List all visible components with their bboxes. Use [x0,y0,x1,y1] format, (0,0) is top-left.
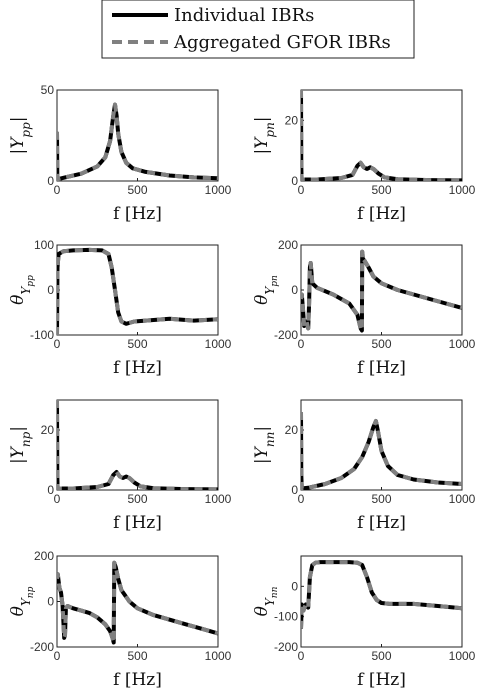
x-tick-label: 0 [54,649,61,663]
plot-frame [56,399,219,491]
y-tick-label: -200 [274,640,298,654]
x-tick-label: 0 [298,183,305,197]
y-tick-label: 0 [291,174,298,188]
y-tick-label: 0 [291,579,298,593]
y-tick-label: 0 [47,174,54,188]
series-aggregated-gfor-ibrs [301,560,462,629]
y-tick-label: -200 [30,640,54,654]
x-tick-label: 1000 [449,337,476,351]
x-axis-label: f [Hz] [357,513,406,533]
x-axis-label: f [Hz] [113,358,162,378]
series-aggregated-gfor-ibrs [57,400,218,490]
y-tick-label: 50 [41,83,55,97]
x-tick-label: 500 [371,492,391,506]
y-axis-label: θYnp [8,586,36,616]
x-axis-label: f [Hz] [113,204,162,224]
subplot-5: 0 500 1000 0 20 f [Hz] |Ynp| [8,399,232,533]
plot-frame [300,89,463,182]
x-tick-label: 500 [127,492,147,506]
y-tick-label: 20 [285,423,299,437]
series-aggregated-gfor-ibrs [301,249,462,333]
subplot-8: 0 500 1000 -200 -100 0 f [Hz] θYnn [252,555,476,690]
x-tick-label: 1000 [205,337,232,351]
series-aggregated-gfor-ibrs [57,102,218,181]
y-axis-label: θYnn [252,586,280,616]
legend-box [101,0,415,59]
plot-frame [56,555,219,648]
y-tick-label: 100 [34,238,54,252]
y-tick-label: -200 [274,328,298,342]
x-tick-label: 0 [54,492,61,506]
x-tick-label: 500 [371,337,391,351]
y-tick-label: 20 [285,113,299,127]
y-tick-label: 0 [47,283,54,297]
x-axis-label: f [Hz] [357,358,406,378]
x-tick-label: 1000 [449,183,476,197]
legend-label-aggregated: Aggregated GFOR IBRs [173,32,391,53]
y-axis-label: θYpn [252,275,280,305]
subplot-2: 0 500 1000 0 20 f [Hz] |Ypn| [252,89,476,224]
series-aggregated-gfor-ibrs [57,247,218,335]
legend-label-individual: Individual IBRs [174,5,314,26]
x-tick-label: 500 [371,183,391,197]
x-axis-label: f [Hz] [357,670,406,690]
y-tick-label: -100 [274,610,298,624]
y-tick-label: 200 [278,238,298,252]
x-tick-label: 0 [54,183,61,197]
plot-frame [56,89,219,182]
y-tick-label: 0 [291,483,298,497]
y-tick-label: -100 [30,328,54,342]
x-tick-label: 1000 [449,649,476,663]
y-axis-label: |Ypp| [8,116,33,154]
y-tick-label: 0 [47,483,54,497]
x-tick-label: 0 [298,649,305,663]
series-aggregated-gfor-ibrs [301,411,462,490]
x-axis-label: f [Hz] [113,513,162,533]
x-tick-label: 0 [298,337,305,351]
y-axis-label: |Ynp| [8,426,33,464]
x-tick-label: 1000 [205,492,232,506]
x-tick-label: 1000 [205,183,232,197]
x-tick-label: 1000 [205,649,232,663]
x-tick-label: 0 [298,492,305,506]
series-aggregated-gfor-ibrs [301,90,462,181]
x-tick-label: 500 [127,183,147,197]
x-tick-label: 500 [127,649,147,663]
y-tick-label: 0 [47,595,54,609]
y-tick-label: 200 [34,549,54,563]
x-tick-label: 500 [127,337,147,351]
plot-frame [300,244,463,336]
x-tick-label: 500 [371,649,391,663]
y-axis-label: |Ypn| [252,116,277,154]
y-tick-label: 0 [291,283,298,297]
x-axis-label: f [Hz] [113,670,162,690]
y-axis-label: |Ynn| [252,426,277,464]
x-tick-label: 1000 [449,492,476,506]
x-tick-label: 0 [54,337,61,351]
subplot-6: 0 500 1000 0 20 f [Hz] |Ynn| [252,399,476,533]
subplot-1: 0 500 1000 0 50 f [Hz] |Ypp| [8,83,232,224]
x-axis-label: f [Hz] [357,204,406,224]
y-tick-label: 20 [41,423,55,437]
series-individual-ibrs [57,560,218,645]
legend: Individual IBRs Aggregated GFOR IBRs [101,0,415,59]
y-axis-label: θYpp [8,275,36,305]
